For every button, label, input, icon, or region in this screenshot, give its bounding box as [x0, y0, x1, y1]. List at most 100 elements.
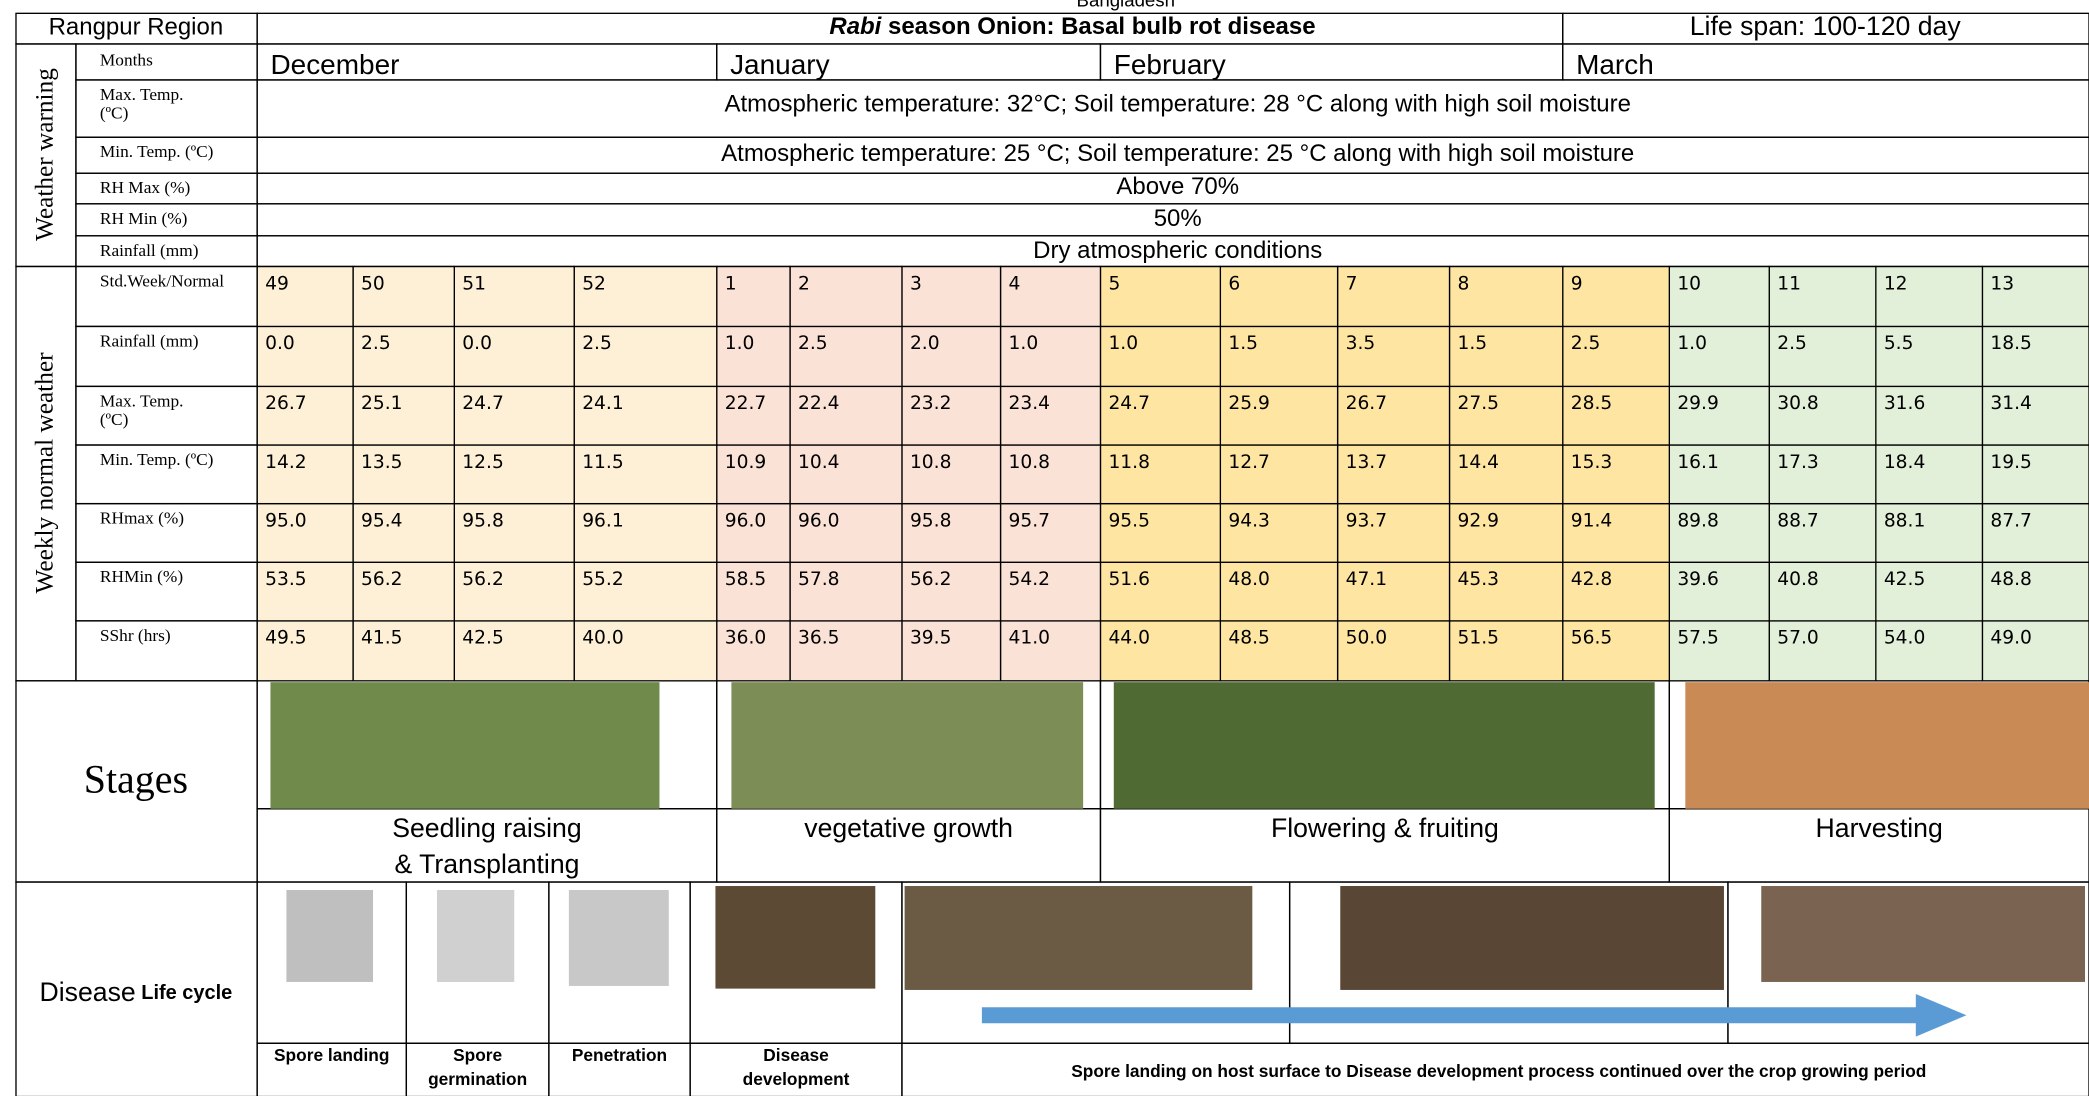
weekly-value: 2.5 — [582, 333, 612, 354]
disease-photo — [286, 890, 373, 982]
weekly-value: 7 — [1346, 273, 1358, 294]
stage-name: Harvesting — [1816, 813, 1943, 843]
weekly-value: 96.0 — [725, 510, 767, 531]
weekly-value: 6 — [1228, 273, 1240, 294]
weekly-value: 39.5 — [910, 628, 952, 649]
weekly-value: 89.8 — [1677, 510, 1719, 531]
row-label: (ºC) — [100, 104, 128, 123]
weekly-value: 96.1 — [582, 510, 624, 531]
weekly-value: 56.2 — [462, 569, 504, 590]
arrow-head — [1916, 994, 1967, 1037]
weekly-value: 91.4 — [1571, 510, 1613, 531]
weekly-value: 29.9 — [1677, 393, 1719, 414]
weekly-value: 5.5 — [1884, 333, 1914, 354]
weekly-value: 44.0 — [1108, 628, 1150, 649]
weekly-value: 49.5 — [265, 628, 307, 649]
title-italic: Rabi — [829, 13, 882, 40]
disease-label-part: Life cycle — [136, 982, 233, 1004]
step-label: germination — [428, 1069, 527, 1089]
row-label: RH Min (%) — [100, 209, 188, 228]
weekly-value: 49 — [265, 273, 289, 294]
weekly-value: 19.5 — [1990, 452, 2032, 473]
weekly-value: 39.6 — [1677, 569, 1719, 590]
weekly-value: 8 — [1458, 273, 1470, 294]
step-label: Spore landing — [274, 1045, 389, 1065]
section-label: Weekly normal weather — [30, 352, 58, 594]
warning-text: Dry atmospheric conditions — [1033, 237, 1322, 264]
weekly-value: 0.0 — [265, 333, 295, 354]
weekly-value: 48.8 — [1990, 569, 2032, 590]
stage-name: vegetative growth — [804, 813, 1013, 843]
weekly-value: 49.0 — [1990, 628, 2032, 649]
weekly-value: 95.0 — [265, 510, 307, 531]
weekly-value: 3 — [910, 273, 922, 294]
weekly-value: 42.8 — [1571, 569, 1613, 590]
weekly-value: 12.5 — [462, 452, 504, 473]
weekly-value: 23.4 — [1009, 393, 1051, 414]
weekly-value: 2 — [798, 273, 810, 294]
stage-photo — [731, 682, 1083, 809]
weekly-value: 26.7 — [1346, 393, 1388, 414]
row-label: Std.Week/Normal — [100, 271, 224, 290]
warning-text: Above 70% — [1116, 173, 1239, 200]
weekly-value: 51.6 — [1108, 569, 1150, 590]
process-note: Spore landing on host surface to Disease… — [1071, 1061, 1926, 1081]
stage-name: Flowering & fruiting — [1271, 813, 1499, 843]
weekly-value: 18.4 — [1884, 452, 1926, 473]
weekly-value: 40.8 — [1777, 569, 1819, 590]
weekly-value: 22.7 — [725, 393, 767, 414]
step-label: Penetration — [572, 1045, 667, 1065]
weekly-value: 30.8 — [1777, 393, 1819, 414]
weekly-value: 5 — [1108, 273, 1120, 294]
step-label: Disease — [763, 1045, 829, 1065]
weekly-value: 22.4 — [798, 393, 840, 414]
weekly-value: 4 — [1009, 273, 1021, 294]
weekly-value: 24.7 — [462, 393, 504, 414]
row-label: SShr (hrs) — [100, 626, 171, 645]
weekly-value: 88.1 — [1884, 510, 1926, 531]
weekly-value: 10.4 — [798, 452, 840, 473]
weekly-value: 1.0 — [1108, 333, 1138, 354]
stage-photo — [1685, 682, 2089, 809]
step-label: Spore — [453, 1045, 502, 1065]
weekly-value: 13.7 — [1346, 452, 1388, 473]
weekly-value: 56.2 — [361, 569, 403, 590]
weekly-value: 26.7 — [265, 393, 307, 414]
weekly-value: 57.8 — [798, 569, 840, 590]
weekly-value: 25.1 — [361, 393, 403, 414]
weekly-value: 10.9 — [725, 452, 767, 473]
step-label: development — [743, 1069, 850, 1089]
month: March — [1576, 49, 1654, 80]
weekly-value: 10.8 — [1009, 452, 1051, 473]
weekly-value: 15.3 — [1571, 452, 1613, 473]
weekly-value: 50.0 — [1346, 628, 1388, 649]
weekly-value: 1.5 — [1458, 333, 1488, 354]
weekly-value: 1.0 — [1009, 333, 1039, 354]
weekly-value: 94.3 — [1228, 510, 1270, 531]
weekly-value: 55.2 — [582, 569, 624, 590]
weekly-value: 14.2 — [265, 452, 307, 473]
weekly-value: 11.8 — [1108, 452, 1150, 473]
stage-photo — [270, 682, 659, 809]
weekly-value: 2.5 — [798, 333, 828, 354]
warning-text: Atmospheric temperature: 32°C; Soil temp… — [725, 91, 1631, 118]
weekly-value: 11.5 — [582, 452, 624, 473]
weekly-value: 31.6 — [1884, 393, 1926, 414]
disease-label: Disease Life cycle — [40, 977, 233, 1007]
weekly-value: 2.5 — [1571, 333, 1601, 354]
weekly-value: 16.1 — [1677, 452, 1719, 473]
stage-name: & Transplanting — [394, 849, 579, 879]
month: January — [730, 49, 830, 80]
weekly-value: 1.5 — [1228, 333, 1258, 354]
row-label: (ºC) — [100, 410, 128, 429]
row-label: Max. Temp. — [100, 85, 184, 104]
weekly-value: 54.2 — [1009, 569, 1051, 590]
disease-label-part: Disease — [40, 977, 136, 1007]
month: February — [1114, 49, 1226, 80]
section-label: Weather warning — [30, 68, 58, 241]
weekly-value: 0.0 — [462, 333, 492, 354]
weekly-value: 18.5 — [1990, 333, 2032, 354]
row-label: Rainfall (mm) — [100, 331, 199, 350]
weekly-value: 12 — [1884, 273, 1908, 294]
weekly-value: 51.5 — [1458, 628, 1500, 649]
